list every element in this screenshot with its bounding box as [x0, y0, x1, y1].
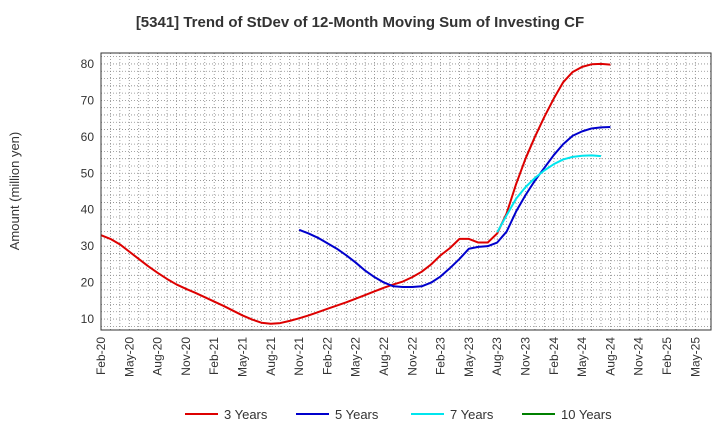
- x-tick-label: Feb-25: [660, 337, 674, 375]
- legend-label: 5 Years: [335, 407, 379, 422]
- plot-border: [100, 52, 712, 331]
- x-tick-label: Feb-20: [94, 337, 108, 375]
- series-line-7-years: [496, 154, 602, 233]
- y-tick-label: 30: [81, 239, 95, 253]
- x-tick-label: May-22: [349, 337, 363, 377]
- x-tick-label: Nov-23: [519, 337, 533, 376]
- plot-area: [101, 53, 711, 330]
- x-tick-label: Feb-23: [434, 337, 448, 375]
- x-tick-label: Nov-22: [405, 337, 419, 376]
- legend-label: 7 Years: [450, 407, 494, 422]
- x-tick-label: Aug-23: [490, 337, 504, 376]
- y-tick-label: 40: [81, 203, 95, 217]
- y-tick-label: 80: [81, 57, 95, 71]
- x-tick-label: Feb-21: [207, 337, 221, 375]
- legend-label: 3 Years: [224, 407, 268, 422]
- x-tick-label: Aug-21: [264, 337, 278, 376]
- x-tick-label: May-21: [236, 337, 250, 377]
- x-tick-label: May-20: [122, 337, 136, 377]
- y-tick-label: 60: [81, 130, 95, 144]
- y-tick-label: 10: [81, 312, 95, 326]
- x-tick-label: Aug-20: [151, 337, 165, 376]
- grid: [101, 53, 711, 330]
- x-tick-label: May-24: [575, 337, 589, 377]
- x-tick-label: Aug-24: [603, 337, 617, 376]
- y-tick-label: 50: [81, 166, 95, 180]
- y-tick-label: 20: [81, 276, 95, 290]
- x-tick-label: Nov-20: [179, 337, 193, 376]
- series-lines: [100, 62, 611, 325]
- x-ticks: Feb-20 May-20 Aug-20 Nov-20 Feb-21 May-21 Aug-…: [94, 337, 702, 377]
- x-tick-label: May-23: [462, 337, 476, 377]
- x-tick-label: Nov-21: [292, 337, 306, 376]
- x-tick-label: Aug-22: [377, 337, 391, 376]
- legend-label: 10 Years: [561, 407, 612, 422]
- y-ticks: 10 20 30 40 50 60 70 80: [81, 57, 95, 326]
- chart-title: [5341] Trend of StDev of 12-Month Moving…: [136, 14, 584, 31]
- legend: 3 Years 5 Years 7 Years 10 Years: [185, 407, 612, 422]
- y-tick-label: 70: [81, 93, 95, 107]
- x-tick-label: May-25: [688, 337, 702, 377]
- x-tick-label: Feb-22: [320, 337, 334, 375]
- series-line-5-years: [298, 125, 611, 288]
- y-axis-label: Amount (million yen): [7, 132, 22, 251]
- series-line-3-years: [100, 62, 611, 325]
- x-tick-label: Feb-24: [547, 337, 561, 375]
- x-tick-label: Nov-24: [632, 337, 646, 376]
